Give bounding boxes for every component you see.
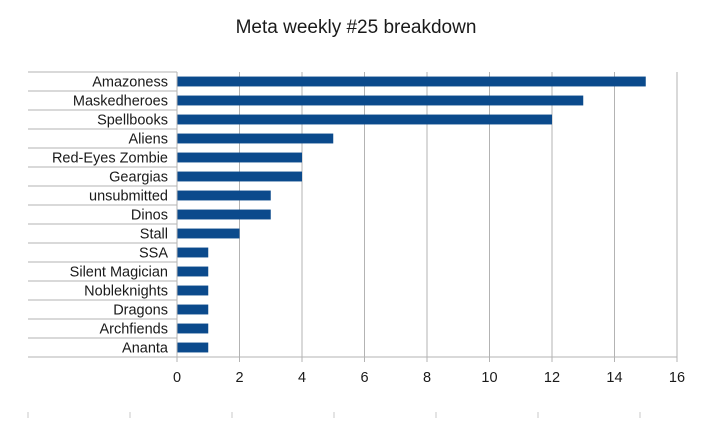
bar xyxy=(177,342,209,353)
bar xyxy=(177,152,302,163)
category-label: Nobleknights xyxy=(84,284,168,300)
x-tick-label: 12 xyxy=(544,370,560,386)
category-label: Spellbooks xyxy=(97,113,168,129)
category-label: Dinos xyxy=(131,208,168,224)
bar xyxy=(177,114,552,125)
bar xyxy=(177,209,271,220)
category-label: Geargias xyxy=(109,170,168,186)
category-label: SSA xyxy=(139,246,168,262)
x-tick-labels: 0 2 4 6 8 10 12 14 16 xyxy=(173,370,685,386)
bar xyxy=(177,323,209,334)
x-tick-label: 6 xyxy=(360,370,368,386)
x-tick-label: 8 xyxy=(423,370,431,386)
bar xyxy=(177,133,334,144)
x-tick-label: 0 xyxy=(173,370,181,386)
x-tick-label: 14 xyxy=(606,370,622,386)
category-label: Silent Magician xyxy=(70,265,168,281)
x-tick-label: 2 xyxy=(235,370,243,386)
chart-title: Meta weekly #25 breakdown xyxy=(236,17,477,38)
category-label: Stall xyxy=(140,227,168,243)
axes xyxy=(27,72,677,418)
category-separators xyxy=(28,71,177,358)
bar xyxy=(177,266,209,277)
category-label: Red-Eyes Zombie xyxy=(52,151,168,167)
category-label: Dragons xyxy=(113,303,168,319)
category-labels: Amazoness Maskedheroes Spellbooks Aliens Red… xyxy=(52,75,169,357)
x-tick-label: 16 xyxy=(669,370,685,386)
bar xyxy=(177,304,209,315)
bar xyxy=(177,76,646,87)
bar xyxy=(177,190,271,201)
bar xyxy=(177,285,209,296)
bar xyxy=(177,171,302,182)
category-label: Archfiends xyxy=(99,322,168,338)
bar xyxy=(177,247,209,258)
bars xyxy=(177,76,646,353)
x-tick-label: 10 xyxy=(481,370,497,386)
bar xyxy=(177,228,240,239)
category-label: unsubmitted xyxy=(89,189,168,205)
x-tick-label: 4 xyxy=(298,370,306,386)
category-label: Maskedheroes xyxy=(73,94,168,110)
category-label: Ananta xyxy=(122,341,169,357)
category-label: Aliens xyxy=(129,132,169,148)
category-label: Amazoness xyxy=(92,75,168,91)
bar xyxy=(177,95,584,106)
